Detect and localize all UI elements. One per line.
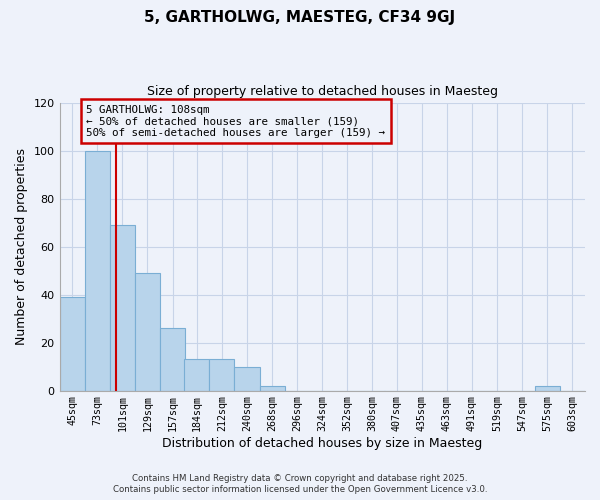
Bar [209,360,235,390]
Bar [110,226,135,390]
Text: 5, GARTHOLWG, MAESTEG, CF34 9GJ: 5, GARTHOLWG, MAESTEG, CF34 9GJ [145,10,455,25]
Bar [135,274,160,390]
Bar [535,386,560,390]
Bar [235,366,260,390]
X-axis label: Distribution of detached houses by size in Maesteg: Distribution of detached houses by size … [162,437,482,450]
Bar [184,360,209,390]
Title: Size of property relative to detached houses in Maesteg: Size of property relative to detached ho… [147,85,498,98]
Text: Contains HM Land Registry data © Crown copyright and database right 2025.
Contai: Contains HM Land Registry data © Crown c… [113,474,487,494]
Text: 5 GARTHOLWG: 108sqm
← 50% of detached houses are smaller (159)
50% of semi-detac: 5 GARTHOLWG: 108sqm ← 50% of detached ho… [86,104,385,138]
Bar [260,386,284,390]
Bar [59,297,85,390]
Bar [160,328,185,390]
Bar [85,151,110,390]
Y-axis label: Number of detached properties: Number of detached properties [15,148,28,346]
